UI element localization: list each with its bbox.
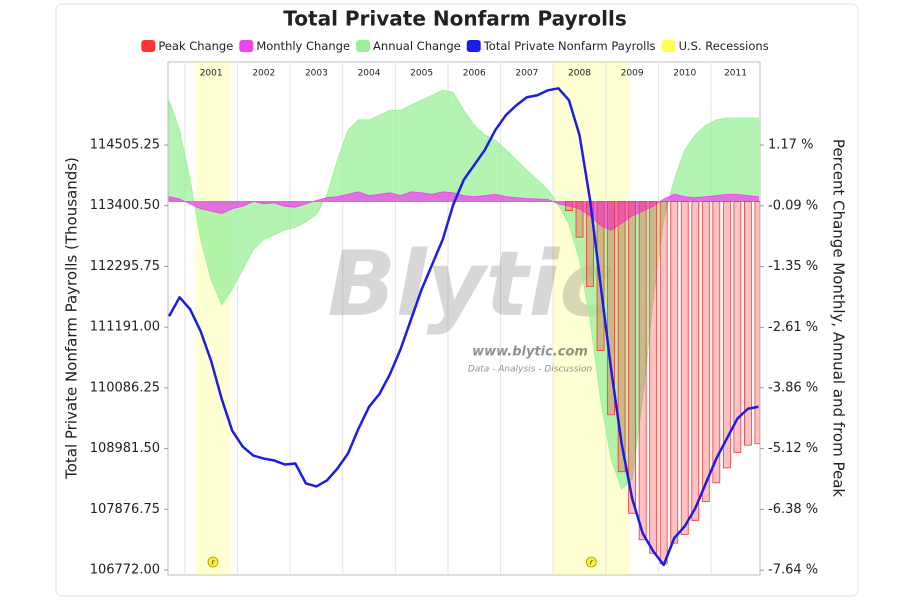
y-tick-label: 112295.75 <box>90 259 160 274</box>
x-tick-label: 2009 <box>621 69 644 79</box>
y2-tick-label: 1.17 % <box>768 138 813 153</box>
bar <box>691 201 700 521</box>
recession-marker <box>207 556 219 568</box>
bar <box>680 201 689 535</box>
x-tick-label: 2005 <box>410 69 433 79</box>
bar <box>733 201 742 453</box>
legend-swatch <box>661 40 676 52</box>
y2-tick-label: -3.86 % <box>768 380 818 395</box>
y-tick-label: 107876.75 <box>90 502 160 517</box>
line <box>168 87 759 567</box>
bar <box>617 201 626 473</box>
y-tick-label: 111191.00 <box>90 320 160 335</box>
x-tick-label: 2006 <box>463 69 486 79</box>
chart-title: Total Private Nonfarm Payrolls <box>283 7 626 31</box>
y-tick-label: 113400.50 <box>90 198 160 213</box>
recession-band <box>195 62 231 575</box>
legend-swatch <box>356 40 371 52</box>
x-tick-label: 2002 <box>252 69 275 79</box>
area <box>168 89 759 490</box>
bar <box>670 201 679 544</box>
x-tick-label: 2001 <box>200 69 223 79</box>
bar <box>712 201 721 484</box>
y2-tick-label: -2.61 % <box>768 320 818 335</box>
y-axis-title: Total Private Nonfarm Payrolls (Thousand… <box>63 157 81 480</box>
bar <box>638 201 647 541</box>
x-tick-label: 2003 <box>305 69 328 79</box>
x-tick-label: 2011 <box>724 69 747 79</box>
bar <box>575 201 584 238</box>
y2-tick-label: -7.64 % <box>768 563 818 578</box>
watermark-logo: Blytic <box>327 232 612 337</box>
x-tick-label: 2004 <box>358 69 381 79</box>
legend-label: Total Private Nonfarm Payrolls <box>483 39 656 53</box>
y-tick-label: 110086.25 <box>90 380 160 395</box>
bar <box>743 201 752 446</box>
y-tick-label: 114505.25 <box>90 138 160 153</box>
y-tick-label: 108981.50 <box>90 441 160 456</box>
recession-marker <box>585 556 597 568</box>
x-tick-label: 2007 <box>515 69 538 79</box>
recession-marker-label: r <box>212 559 216 567</box>
bar <box>754 201 760 445</box>
bar <box>565 201 573 212</box>
legend-swatch <box>466 40 481 52</box>
legend-label: Monthly Change <box>256 39 350 53</box>
legend-label: Annual Change <box>373 39 461 53</box>
y-tick-label: 106772.00 <box>90 562 160 577</box>
x-tick-label: 2008 <box>568 69 591 79</box>
y2-tick-label: -0.09 % <box>768 198 818 213</box>
bar <box>722 201 731 469</box>
recession-marker-label: r <box>590 559 594 567</box>
y2-tick-label: -5.12 % <box>768 441 818 456</box>
bar <box>607 201 615 416</box>
legend-swatch <box>239 40 254 52</box>
legend-label: U.S. Recessions <box>679 39 769 53</box>
y2-tick-label: -6.38 % <box>768 502 818 517</box>
y2-tick-label: -1.35 % <box>768 259 818 274</box>
bar <box>701 201 710 503</box>
area <box>168 191 759 231</box>
bar <box>649 201 658 554</box>
y2-axis-title: Percent Change Monthly, Annual and from … <box>830 139 848 498</box>
watermark-tagline: Data - Analysis - Discussion <box>468 365 593 375</box>
legend-swatch <box>141 40 156 52</box>
watermark-url: www.blytic.com <box>472 345 588 360</box>
bar <box>628 201 637 514</box>
legend-label: Peak Change <box>158 39 233 53</box>
bar <box>659 201 668 565</box>
x-tick-label: 2010 <box>673 69 696 79</box>
